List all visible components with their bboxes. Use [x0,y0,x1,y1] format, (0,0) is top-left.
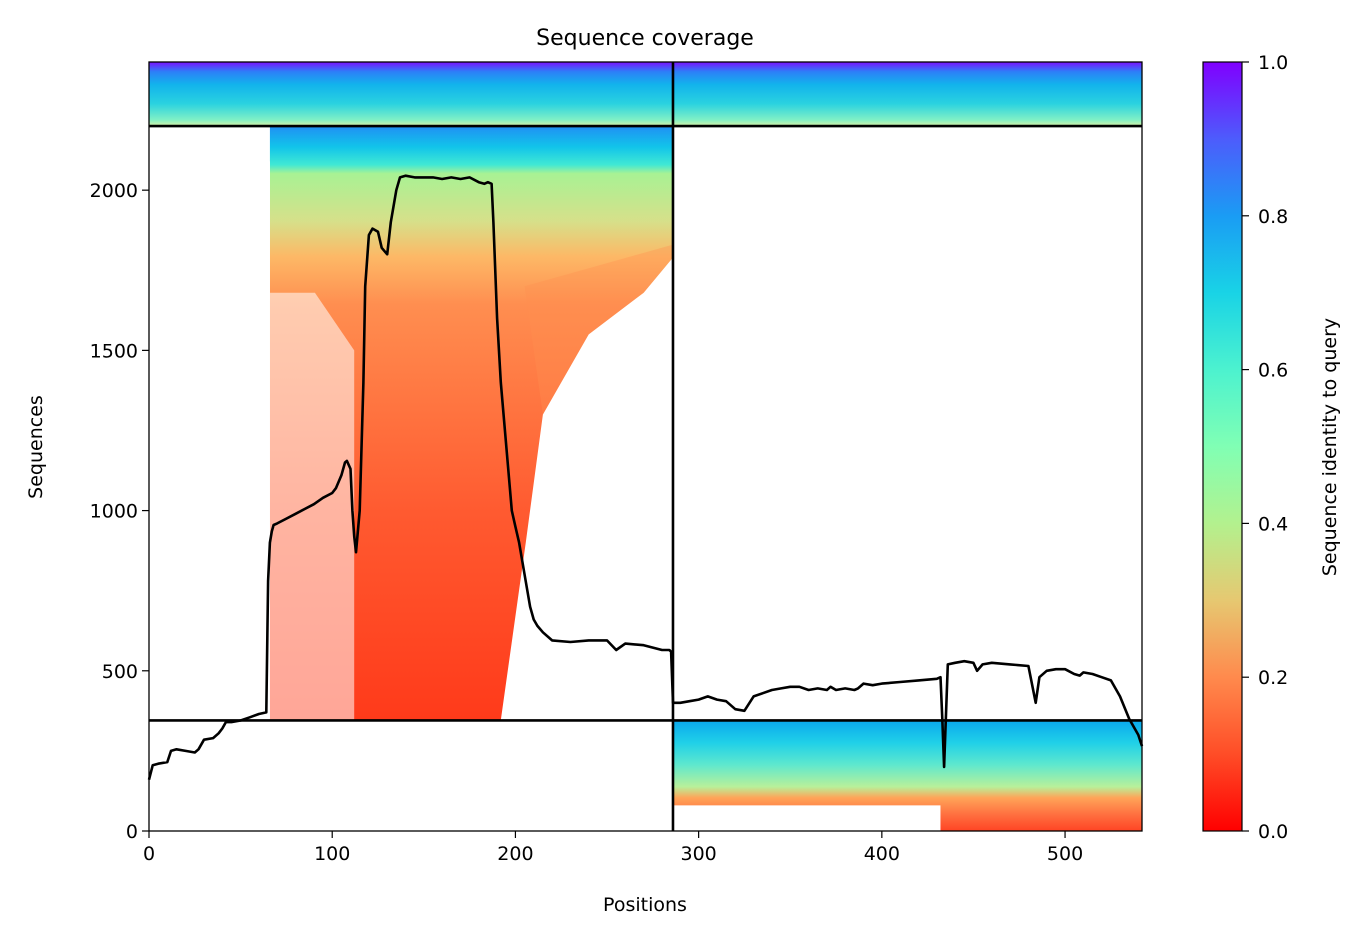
heatmap-gap [500,257,673,721]
x-axis-label: Positions [603,894,687,916]
y-tick-label: 2000 [90,180,138,202]
x-tick-label: 300 [680,843,716,865]
coverage-heatmap [149,62,1142,831]
coverage-line [147,174,1144,781]
colorbar-tick-label: 0.6 [1258,360,1288,382]
chart-title: Sequence coverage [536,26,754,51]
y-axis-ticks: 0 500 1000 1500 2000 [90,180,149,843]
x-axis-ticks: 0 100 200 300 400 500 [143,831,1083,865]
y-tick-label: 1500 [90,340,138,362]
colorbar-tick-label: 0.2 [1258,667,1288,689]
x-tick-label: 400 [864,843,900,865]
heatmap-sparse-right [524,244,673,415]
colorbar-tick-label: 1.0 [1258,52,1288,74]
y-tick-label: 0 [126,821,138,843]
colorbar-tick-label: 0.0 [1258,821,1288,843]
plot-frame [148,61,1143,832]
x-tick-label: 100 [314,843,350,865]
block-dividers [149,62,1142,831]
colorbar [1202,61,1243,832]
colorbar-tick-label: 0.8 [1258,206,1288,228]
colorbar-tick-label: 0.4 [1258,513,1288,535]
heatmap-gap [672,126,1142,721]
colorbar-label: Sequence identity to query [1319,318,1341,576]
x-tick-label: 200 [497,843,533,865]
heatmap-region [672,62,1142,127]
x-tick-label: 500 [1047,843,1083,865]
y-tick-label: 1000 [90,501,138,523]
heatmap-gap [149,720,673,831]
colorbar-ticks: 0.0 0.2 0.4 0.6 0.8 1.0 [1242,52,1288,843]
heatmap-gap [672,805,941,831]
heatmap-region [149,62,673,127]
y-tick-label: 500 [102,661,138,683]
y-axis-label: Sequences [25,395,47,499]
heatmap-gap [149,161,270,721]
x-tick-label: 0 [143,843,155,865]
